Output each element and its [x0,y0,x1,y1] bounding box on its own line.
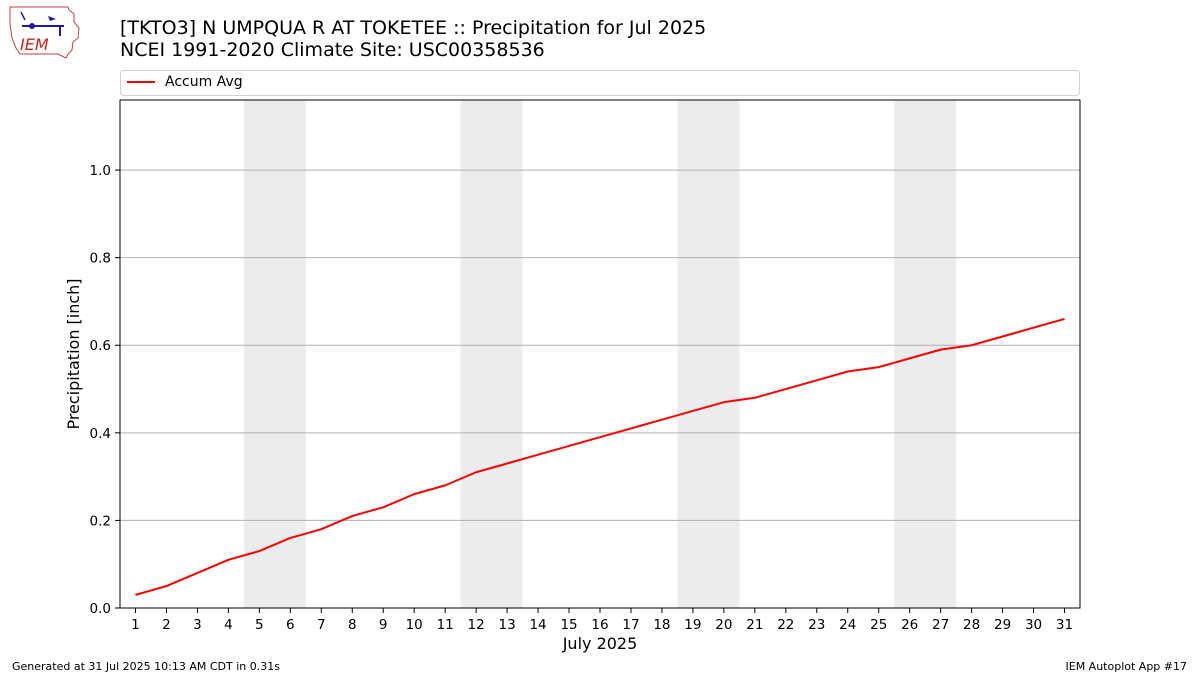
y-axis-label: Precipitation [inch] [64,278,83,429]
x-tick-label: 1 [131,617,140,633]
legend: Accum Avg [120,70,1080,96]
x-tick-label: 9 [379,617,388,633]
x-tick-label: 31 [1056,617,1073,633]
y-tick-label: 0.2 [90,513,111,529]
x-tick-label: 19 [684,617,701,633]
x-tick-label: 24 [839,617,856,633]
x-tick-label: 7 [317,617,326,633]
x-tick-label: 8 [348,617,357,633]
legend-swatch-accum-avg [127,81,155,83]
chart-title: [TKTO3] N UMPQUA R AT TOKETEE :: Precipi… [120,17,706,61]
logo-text: IEM [20,35,49,54]
y-tick-label: 0.4 [90,426,111,442]
generated-timestamp: Generated at 31 Jul 2025 10:13 AM CDT in… [12,660,280,673]
app-label: IEM Autoplot App #17 [1065,660,1188,673]
x-tick-label: 30 [1025,617,1042,633]
y-tick-label: 1.0 [90,163,111,179]
x-tick-label: 21 [746,617,763,633]
x-tick-label: 20 [715,617,732,633]
x-axis-label: July 2025 [562,634,638,653]
y-tick-label: 0.6 [90,338,111,354]
x-tick-label: 25 [870,617,887,633]
iem-logo: IEM [9,6,80,59]
legend-label-accum-avg: Accum Avg [165,74,243,90]
title-line-2: NCEI 1991-2020 Climate Site: USC00358536 [120,39,545,61]
x-tick-label: 10 [406,617,423,633]
x-tick-label: 23 [808,617,825,633]
x-tick-label: 17 [622,617,639,633]
x-tick-label: 13 [499,617,516,633]
x-tick-label: 2 [162,617,171,633]
x-tick-label: 29 [994,617,1011,633]
x-tick-label: 5 [255,617,264,633]
series-line-accum-avg [135,318,1065,596]
x-tick-label: 26 [901,617,918,633]
x-tick-label: 12 [468,617,485,633]
x-tick-label: 27 [932,617,949,633]
weekend-shade-1 [243,100,306,608]
x-tick-label: 18 [653,617,670,633]
x-tick-label: 3 [193,617,202,633]
x-tick-label: 22 [777,617,794,633]
title-line-1: [TKTO3] N UMPQUA R AT TOKETEE :: Precipi… [120,17,707,39]
x-tick-label: 4 [224,617,233,633]
x-tick-label: 14 [529,617,546,633]
x-tick-label: 28 [963,617,980,633]
y-tick-label: 0.8 [90,251,111,267]
x-tick-label: 16 [591,617,608,633]
x-tick-label: 15 [560,617,577,633]
weekend-shade-3 [677,100,740,608]
y-tick-label: 0.0 [90,601,111,617]
weekend-shade-2 [460,100,523,608]
x-tick-label: 6 [286,617,295,633]
x-tick-label: 11 [437,617,454,633]
